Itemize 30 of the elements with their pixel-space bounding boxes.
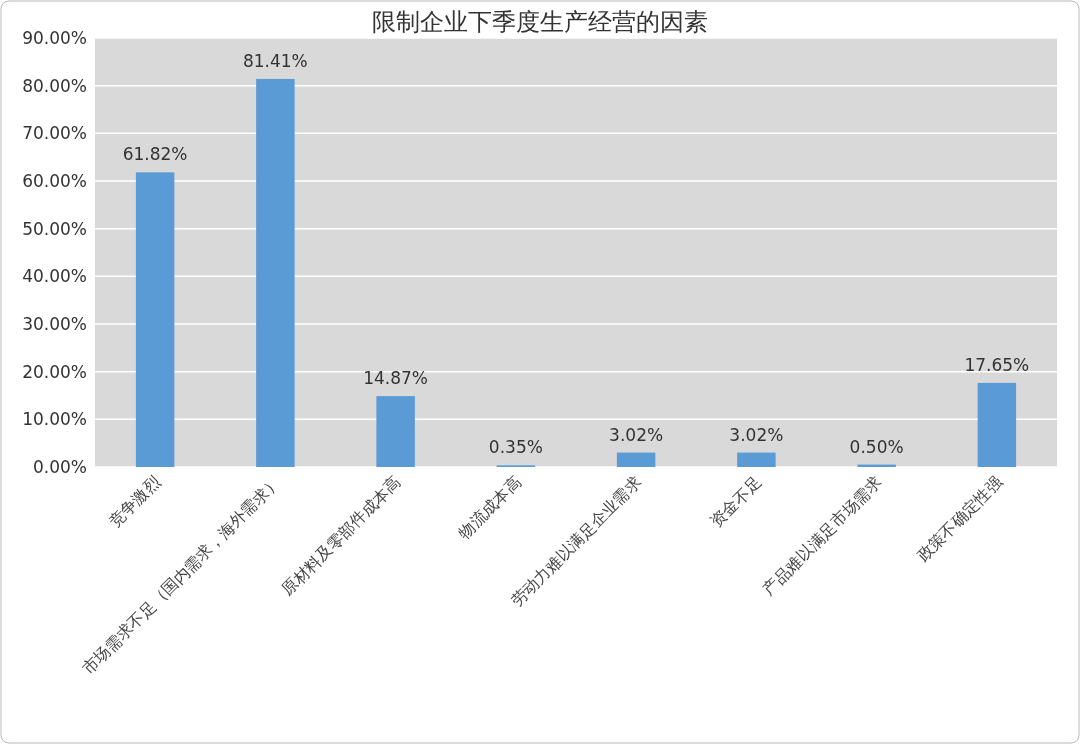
bar xyxy=(737,452,776,467)
data-label: 61.82% xyxy=(122,144,188,165)
data-label: 0.35% xyxy=(488,437,543,458)
data-label: 81.41% xyxy=(242,50,308,71)
y-tick-label: 90.00% xyxy=(22,28,87,48)
x-tick-label: 原材料及零部件成本高 xyxy=(277,472,405,599)
x-tick-label: 资金不足 xyxy=(706,472,766,532)
y-tick-label: 50.00% xyxy=(22,218,87,239)
data-label: 14.87% xyxy=(363,368,429,389)
bar xyxy=(977,382,1017,467)
chart-title: 限制企业下季度生产经营的因素 xyxy=(372,8,708,36)
data-label: 0.50% xyxy=(849,436,904,457)
y-tick-label: 60.00% xyxy=(22,171,87,191)
data-label: 3.02% xyxy=(609,424,664,445)
x-tick-label: 政策不确定性强 xyxy=(913,472,1006,566)
y-tick-label: 10.00% xyxy=(22,409,87,430)
y-tick-label: 40.00% xyxy=(22,266,87,287)
bar xyxy=(135,172,175,467)
y-tick-label: 30.00% xyxy=(22,314,87,334)
data-label: 17.65% xyxy=(964,354,1030,375)
y-tick-label: 20.00% xyxy=(22,361,87,382)
x-tick-label: 竞争激烈 xyxy=(105,472,164,532)
bar xyxy=(256,78,295,467)
x-tick-label: 物流成本高 xyxy=(454,472,525,543)
y-tick-label: 70.00% xyxy=(22,123,87,144)
bar xyxy=(616,452,656,467)
bar xyxy=(376,396,415,467)
y-tick-label: 0.00% xyxy=(32,457,87,477)
y-tick-label: 80.00% xyxy=(22,75,87,96)
data-label: 3.02% xyxy=(729,424,784,445)
